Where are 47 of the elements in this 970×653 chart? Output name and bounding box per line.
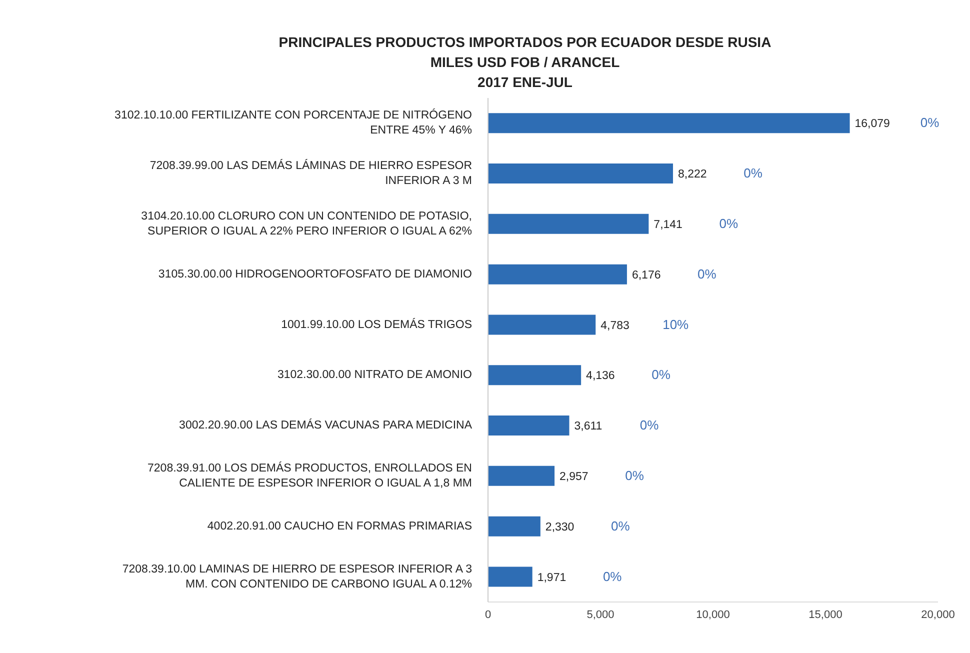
y-tick-label: 3102.30.00.00 NITRATO DE AMONIO <box>277 369 472 382</box>
annotation: 0% <box>744 166 763 181</box>
y-tick-label: 3102.10.10.00 FERTILIZANTE CON PORCENTAJE DE NITRÓGENO ENTRE 45% Y 46% <box>114 108 472 137</box>
annotation: 0% <box>652 367 671 382</box>
y-tick-label: 1001.99.10.00 LOS DEMÁS TRIGOS <box>281 318 472 331</box>
annotation: 0% <box>640 418 660 433</box>
y-tick-label: 7208.39.91.00 LOS DEMÁS PRODUCTOS, ENROLLADOS EN CALIENTE DE ESPESOR INFERIOR O IGUAL A 1,8 MM <box>148 462 472 490</box>
data-label: 3,611 <box>574 420 602 433</box>
y-tick-label: 7208.39.99.00 LAS DEMÁS LÁMINAS DE HIERRO ESPESOR INFERIOR A 3 M <box>150 159 472 188</box>
chart-subtitle: MILES USD FOB / ARANCEL 2017 ENE-JUL <box>429 53 621 92</box>
data-label: 2,330 <box>545 521 574 534</box>
bar <box>488 164 673 184</box>
data-label: 6,176 <box>632 269 661 282</box>
data-label: 16,079 <box>854 118 890 130</box>
y-tick-label: 3002.20.90.00 LAS DEMÁS VACUNAS PARA MEDICINA <box>179 418 472 432</box>
x-tick-label: 5,000 <box>586 608 614 621</box>
annotation: 10% <box>662 316 690 332</box>
y-tick-label: 3104.20.10.00 CLORURO CON UN CONTENIDO DE POTASIO, SUPERIOR O IGUAL A 22% PERO INFERIOR O IGUAL A 62% <box>141 210 472 238</box>
annotation: 0% <box>698 266 717 282</box>
annotation: 0% <box>602 568 622 584</box>
bar <box>488 416 570 436</box>
data-label: 4,136 <box>586 370 615 382</box>
bar <box>488 214 649 234</box>
bar <box>488 365 582 386</box>
data-label: 1,971 <box>537 572 566 584</box>
annotation: 0% <box>625 468 644 483</box>
bar <box>488 113 850 134</box>
data-label: 4,783 <box>600 320 630 332</box>
annotation: 0% <box>920 115 940 130</box>
x-tick-label: 20,000 <box>921 608 955 621</box>
annotation: 0% <box>611 518 630 534</box>
y-tick-label: 3105.30.00.00 HIDROGENOORTOFOSFATO DE DIAMONIO <box>158 268 472 280</box>
annotation: 0% <box>719 216 739 231</box>
x-tick-label: 0 <box>484 608 492 621</box>
chart-title: PRINCIPALES PRODUCTOS IMPORTADOS POR ECUADOR DESDE RUSIA <box>278 33 772 52</box>
bar <box>488 566 532 587</box>
y-tick-label: 7208.39.10.00 LAMINAS DE HIERRO DE ESPESOR INFERIOR A 3 MM. CON CONTENIDO DE CARBONO IGUAL A 0.12% <box>122 563 472 590</box>
x-tick-label: 10,000 <box>696 608 730 621</box>
y-tick-label: 4002.20.91.00 CAUCHO EN FORMAS PRIMARIAS <box>207 520 472 532</box>
bar <box>488 264 627 284</box>
bar <box>488 516 540 536</box>
bar <box>488 466 555 486</box>
data-label: 7,141 <box>654 219 682 232</box>
x-tick-label: 15,000 <box>808 608 842 621</box>
bar <box>488 314 596 335</box>
data-label: 8,222 <box>678 168 707 181</box>
data-label: 2,957 <box>560 471 588 484</box>
